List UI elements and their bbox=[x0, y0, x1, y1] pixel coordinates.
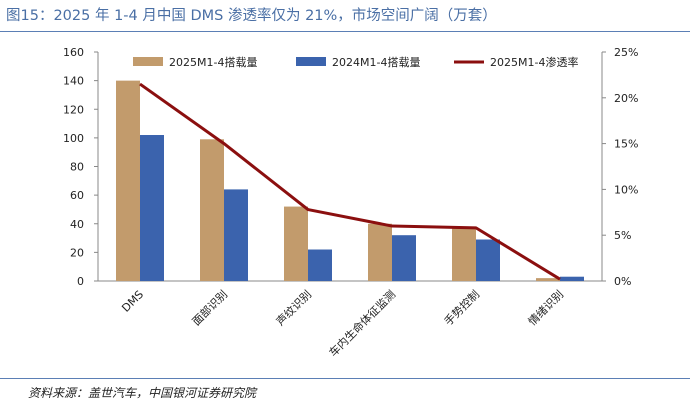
bar-2024-0 bbox=[140, 135, 164, 281]
bar-2025-3 bbox=[368, 223, 392, 281]
category-label: 手势控制 bbox=[441, 287, 482, 328]
y-left-tick-label: 120 bbox=[63, 103, 84, 116]
bar-2025-2 bbox=[284, 206, 308, 281]
y-left-tick-label: 20 bbox=[70, 246, 84, 259]
y-left-tick-label: 40 bbox=[70, 218, 84, 231]
figure-title: 图15：2025 年 1-4 月中国 DMS 渗透率仅为 21%，市场空间广阔（… bbox=[6, 8, 497, 24]
y-left-tick-label: 100 bbox=[63, 132, 84, 145]
y-right-tick-label: 10% bbox=[614, 183, 638, 196]
category-label: 情绪识别 bbox=[525, 287, 566, 328]
y-right-tick-label: 15% bbox=[614, 138, 638, 151]
legend-swatch-0 bbox=[133, 57, 163, 66]
bar-2024-5 bbox=[560, 276, 584, 281]
bar-2025-1 bbox=[200, 139, 224, 281]
y-left-tick-label: 60 bbox=[70, 189, 84, 202]
legend-swatch-1 bbox=[296, 57, 326, 66]
y-left-tick-label: 80 bbox=[70, 161, 84, 174]
line-series bbox=[139, 82, 561, 281]
legend-label-0: 2025M1-4搭载量 bbox=[169, 56, 257, 69]
y-left-tick-label: 140 bbox=[63, 75, 84, 88]
y-right-tick-label: 0% bbox=[614, 275, 631, 288]
bar-2025-0 bbox=[116, 80, 140, 281]
legend: 2025M1-4搭载量 2024M1-4搭载量 2025M1-4渗透率 bbox=[133, 55, 578, 69]
legend-label-2: 2025M1-4渗透率 bbox=[490, 55, 578, 69]
axes: 0 20 40 60 80 100 120 140 160 0% 5% 10% 15% 20% 25% bbox=[63, 46, 638, 288]
legend-label-1: 2024M1-4搭载量 bbox=[332, 56, 420, 69]
bar-2024-2 bbox=[308, 249, 332, 281]
bar-2024-1 bbox=[224, 189, 248, 281]
bar-2024-3 bbox=[392, 235, 416, 281]
category-labels: DMS 面部识别 声纹识别 车内生命体征监测 手势控制 情绪识别 bbox=[119, 287, 566, 359]
y-right-tick-label: 5% bbox=[614, 229, 631, 242]
category-label: 声纹识别 bbox=[273, 287, 314, 328]
source-note: 资料来源：盖世汽车，中国银河证券研究院 bbox=[28, 386, 257, 400]
category-label: DMS bbox=[119, 288, 146, 315]
y-right-tick-label: 20% bbox=[614, 92, 638, 105]
chart: 0 20 40 60 80 100 120 140 160 0% 5% 10% 15% 20% 25% DM… bbox=[63, 46, 638, 359]
top-rule bbox=[0, 31, 690, 32]
y-right-tick-label: 25% bbox=[614, 46, 638, 59]
y-left-tick-label: 160 bbox=[63, 46, 84, 59]
bottom-rule bbox=[0, 378, 690, 379]
y-left-tick-label: 0 bbox=[77, 275, 84, 288]
penetration-rate-line bbox=[139, 82, 561, 281]
category-label: 面部识别 bbox=[189, 287, 230, 328]
category-label: 车内生命体征监测 bbox=[326, 287, 398, 359]
bar-2025-4 bbox=[452, 228, 476, 281]
bars bbox=[116, 80, 584, 281]
bar-2024-4 bbox=[476, 239, 500, 281]
bar-2025-5 bbox=[536, 278, 560, 281]
